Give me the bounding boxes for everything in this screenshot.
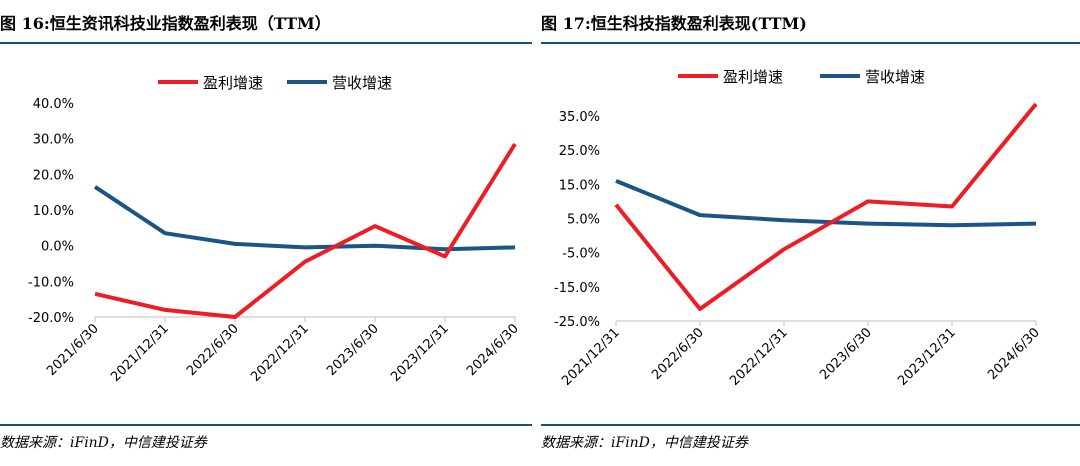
x-tick-label: 2023/6/30 [817, 325, 875, 383]
x-tick-label: 2022/6/30 [184, 321, 242, 379]
right-chart-panel: 图 17:恒生科技指数盈利表现(TTM) 35.0% 25.0% 15.0% 5.0%… [541, 0, 1080, 466]
x-tick-label: 2021/12/31 [108, 321, 172, 385]
y-tick-label: 20.0% [33, 168, 74, 183]
profit-growth-line [94, 142, 517, 319]
title-divider [0, 42, 532, 44]
revenue-growth-line [93, 185, 516, 252]
y-tick-label: 10.0% [33, 204, 74, 219]
legend-label: 营收增速 [865, 68, 925, 86]
y-tick-label: -25.0% [554, 315, 600, 330]
y-tick-label: -15.0% [554, 281, 600, 296]
legend-label: 营收增速 [332, 74, 392, 92]
source-divider [0, 424, 532, 426]
y-tick-label: 35.0% [559, 110, 600, 125]
y-tick-label: 15.0% [559, 178, 600, 193]
revenue-growth-line [615, 179, 1037, 228]
x-tick-label: 2022/6/30 [649, 325, 707, 383]
x-tick-label: 2024/6/30 [464, 321, 522, 379]
chart-title: 图 16:恒生资讯科技业指数盈利表现（TTM） [0, 14, 331, 33]
x-tick-label: 2023/12/31 [388, 321, 452, 385]
right-line-chart: 35.0% 25.0% 15.0% 5.0% -5.0% -15.0% -25.0%2021… [554, 68, 1043, 389]
legend-label: 盈利增速 [203, 74, 263, 92]
y-tick-label: -10.0% [28, 275, 74, 290]
legend-label: 盈利增速 [723, 68, 783, 86]
y-tick-label: 30.0% [33, 133, 74, 148]
data-source-note: 数据来源：iFinD，中信建投证券 [541, 435, 748, 451]
x-tick-label: 2021/6/30 [44, 321, 102, 379]
y-tick-label: 40.0% [33, 97, 74, 112]
chart-title: 图 17:恒生科技指数盈利表现(TTM) [541, 14, 807, 33]
source-divider [541, 424, 1080, 426]
x-tick-label: 2022/12/31 [248, 321, 312, 385]
x-tick-label: 2022/12/31 [727, 325, 791, 389]
y-tick-label: 0.0% [41, 240, 74, 255]
y-tick-label: 25.0% [559, 144, 600, 159]
title-divider [541, 42, 1080, 44]
y-tick-label: -20.0% [28, 311, 74, 326]
profit-growth-line [614, 102, 1038, 311]
x-tick-label: 2024/6/30 [985, 325, 1043, 383]
y-tick-label: 5.0% [567, 213, 600, 228]
data-source-note: 数据来源：iFinD，中信建投证券 [0, 435, 207, 451]
y-tick-label: -5.0% [562, 247, 600, 262]
x-tick-label: 2021/12/31 [559, 325, 623, 389]
left-chart-panel: 图 16:恒生资讯科技业指数盈利表现（TTM） 40.0% 30.0% 20.0% 1… [0, 0, 532, 466]
left-line-chart: 40.0%30.0%20.0%10.0%0.0%-10.0%-20.0%2021… [28, 74, 522, 385]
x-tick-label: 2023/12/31 [895, 325, 959, 389]
x-tick-label: 2023/6/30 [324, 321, 382, 379]
